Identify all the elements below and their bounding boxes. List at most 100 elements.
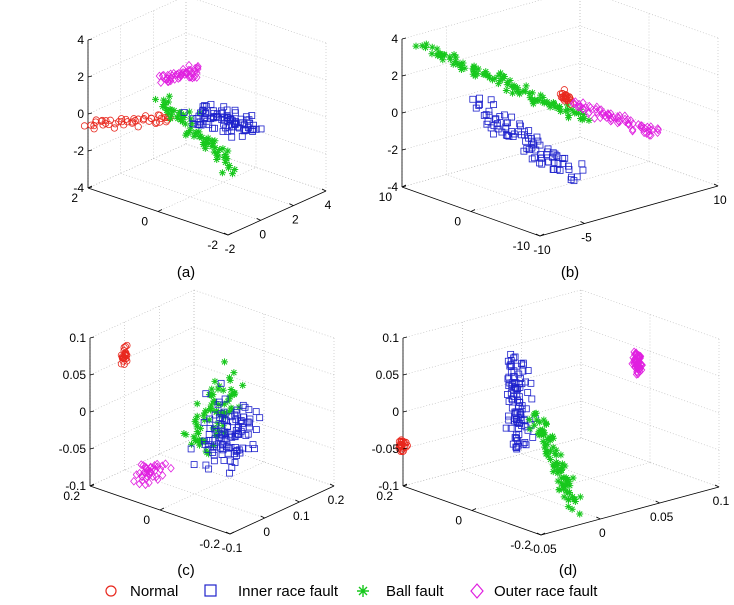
data-point (193, 412, 201, 420)
x-tick (580, 221, 585, 224)
data-point (580, 111, 588, 119)
data-point (502, 87, 510, 95)
data-point (193, 400, 201, 408)
data-point (221, 358, 229, 366)
data-point (461, 64, 469, 72)
data-point (634, 120, 643, 129)
data-point (239, 381, 247, 389)
data-point (570, 98, 578, 108)
grid-line (159, 453, 300, 503)
z-tick (89, 410, 95, 413)
data-point (193, 428, 201, 436)
data-point (536, 426, 544, 434)
x-tick-label: 0.1 (293, 509, 310, 523)
data-point (450, 51, 458, 59)
data-point (244, 430, 252, 438)
data-point (514, 385, 522, 393)
data-point (119, 357, 127, 365)
data-point (225, 408, 233, 416)
series-ball-fault (180, 358, 247, 458)
data-point (540, 416, 548, 424)
x-tick (536, 532, 542, 536)
data-point (636, 364, 644, 373)
data-point (516, 90, 524, 98)
data-point (398, 442, 406, 450)
data-point (529, 97, 537, 105)
series-outer-race-fault (130, 459, 175, 490)
data-point (211, 411, 219, 419)
grid-line (402, 363, 582, 413)
data-point (152, 472, 161, 482)
data-point (190, 461, 198, 468)
data-point (194, 61, 202, 71)
data-point (647, 130, 655, 140)
data-point (139, 116, 147, 124)
data-point (579, 98, 587, 108)
data-point (202, 390, 210, 398)
data-point (226, 469, 233, 477)
data-point (522, 405, 530, 413)
data-point (167, 76, 175, 86)
data-point (506, 362, 514, 370)
grid-line (402, 326, 582, 376)
data-point (214, 114, 222, 121)
data-point (209, 443, 217, 451)
data-point (147, 114, 155, 122)
y-tick (159, 507, 165, 511)
panel-label: (c) (177, 562, 195, 579)
y-tick-label: 10 (379, 190, 393, 204)
data-point (554, 160, 562, 167)
legend: Normal Inner race fault Ball fault Outer… (105, 583, 598, 600)
y-tick-label: 0 (454, 215, 461, 229)
data-point (491, 74, 499, 82)
data-point (227, 116, 235, 124)
data-point (201, 409, 209, 417)
grid-line (124, 469, 265, 519)
x-axis (539, 185, 719, 237)
x-tick-label: -0.1 (222, 541, 243, 555)
grid-line (579, 136, 719, 187)
data-point (223, 155, 231, 163)
data-point (257, 125, 265, 133)
data-point (213, 151, 221, 159)
data-point (566, 482, 574, 490)
data-point (147, 463, 155, 472)
y-tick-label: 0 (143, 513, 150, 527)
data-point (214, 149, 222, 157)
data-point (528, 89, 536, 97)
panel-label: (b) (561, 264, 579, 281)
data-point (616, 111, 624, 121)
data-point (476, 101, 483, 108)
data-point (205, 121, 213, 129)
data-point (190, 132, 198, 140)
x-tick (714, 484, 720, 488)
y-tick-label: 0.2 (63, 489, 80, 503)
data-point (576, 493, 584, 501)
data-point (190, 433, 198, 441)
z-tick (401, 148, 407, 151)
data-point (505, 412, 512, 420)
grid-line (446, 174, 585, 224)
data-point (207, 405, 215, 413)
data-point (201, 441, 209, 448)
z-tick-label: 4 (77, 33, 84, 47)
data-point (533, 416, 541, 424)
data-point (521, 87, 529, 95)
data-point (470, 67, 478, 75)
series-inner-race-fault (187, 379, 264, 477)
data-point (512, 443, 520, 451)
data-point (191, 418, 199, 426)
x-axis (227, 190, 327, 236)
data-point (484, 71, 492, 79)
data-point (418, 42, 426, 50)
grid-line (580, 289, 720, 340)
grid-line (401, 62, 581, 114)
grid-line (157, 167, 257, 212)
data-point (451, 57, 459, 65)
legend-item-normal: Normal (105, 583, 178, 600)
data-point (494, 125, 502, 133)
data-point (214, 419, 222, 427)
grid-line (580, 363, 720, 414)
data-point (562, 107, 570, 115)
data-point (173, 113, 181, 121)
